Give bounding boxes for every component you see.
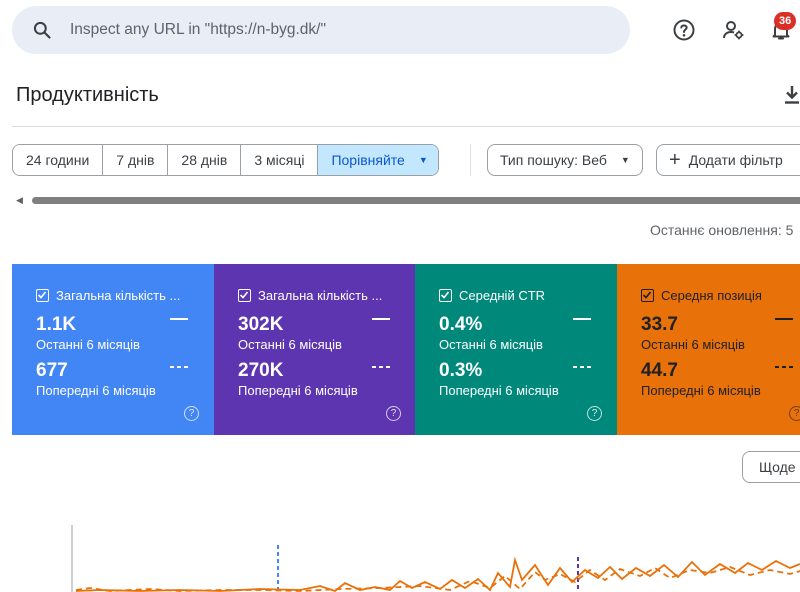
metric-current-value: 33.7 [641,314,678,335]
performance-chart [71,525,800,592]
add-filter-button[interactable]: + Додати фільтр [656,144,800,176]
metric-card-clicks[interactable]: Загальна кількість ... 1.1K Останні 6 мі… [12,264,214,435]
date-range-24h[interactable]: 24 години [13,145,104,175]
manage-users-icon[interactable] [720,17,746,43]
search-icon[interactable] [32,20,52,40]
metric-current-value: 0.4% [439,314,483,335]
help-icon[interactable]: ? [386,406,401,421]
horizontal-scrollbar[interactable]: ◀ [12,193,800,207]
download-icon[interactable] [782,84,800,106]
position-current-series [75,556,800,592]
metric-card-ctr[interactable]: Середній CTR 0.4% Останні 6 місяців 0.3%… [415,264,617,435]
last-updated-text: Останнє оновлення: 5 [650,222,794,238]
metric-current-period: Останні 6 місяців [238,337,342,352]
current-period-line-icon [170,318,188,320]
search-type-filter[interactable]: Тип пошуку: Веб ▼ [487,144,643,176]
metric-previous-period: Попередні 6 місяців [439,383,559,398]
current-period-line-icon [573,318,591,320]
help-icon[interactable] [671,17,697,43]
date-range-3m[interactable]: 3 місяці [241,145,319,175]
page-title: Продуктивність [16,84,159,106]
compare-button[interactable]: Порівняйте ▼ [318,145,438,175]
scroll-left-arrow-icon[interactable]: ◀ [16,195,23,205]
plus-icon: + [669,149,681,171]
metric-current-value: 302K [238,314,284,335]
date-range-28d[interactable]: 28 днів [168,145,242,175]
current-period-line-icon [775,318,793,320]
dropdown-caret-icon: ▼ [418,155,428,165]
checkbox-icon[interactable] [36,289,49,302]
search-input[interactable]: Inspect any URL in "https://n-byg.dk/" [70,21,326,38]
metric-current-period: Останні 6 місяців [439,337,543,352]
date-range-selector: 24 години 7 днів 28 днів 3 місяці Порівн… [12,144,439,176]
granularity-selector[interactable]: Щоде [742,451,800,483]
metric-label: Середній CTR [459,288,546,303]
metric-previous-value: 0.3% [439,360,483,381]
granularity-label: Щоде [759,459,796,475]
url-inspect-search-bar[interactable]: Inspect any URL in "https://n-byg.dk/" [12,6,630,54]
metric-current-period: Останні 6 місяців [36,337,140,352]
date-range-7d[interactable]: 7 днів [103,145,169,175]
compare-label: Порівняйте [331,152,405,168]
header-divider [12,126,800,127]
dropdown-caret-icon: ▼ [620,155,630,165]
metric-previous-value: 270K [238,360,284,381]
metric-current-value: 1.1K [36,314,77,335]
metric-card-position[interactable]: Середня позиція 33.7 Останні 6 місяців 4… [617,264,800,435]
help-icon[interactable]: ? [587,406,602,421]
metric-previous-period: Попередні 6 місяців [641,383,761,398]
position-previous-series [75,566,800,592]
metric-previous-value: 44.7 [641,360,678,381]
previous-period-line-icon [372,366,390,368]
metric-current-period: Останні 6 місяців [641,337,745,352]
previous-period-line-icon [573,366,591,368]
checkbox-icon[interactable] [439,289,452,302]
metric-card-impressions[interactable]: Загальна кількість ... 302K Останні 6 мі… [214,264,416,435]
metric-previous-value: 677 [36,360,68,381]
notifications-badge: 36 [774,12,797,30]
metric-previous-period: Попередні 6 місяців [36,383,156,398]
checkbox-icon[interactable] [238,289,251,302]
scrollbar-thumb[interactable] [32,197,800,204]
help-icon[interactable]: ? [184,406,199,421]
add-filter-label: Додати фільтр [688,152,783,168]
metric-label: Загальна кількість ... [56,288,181,303]
filter-separator [470,144,471,176]
metric-label: Середня позиція [661,288,762,303]
previous-period-line-icon [170,366,188,368]
current-period-line-icon [372,318,390,320]
previous-period-line-icon [775,366,793,368]
checkbox-icon[interactable] [641,289,654,302]
search-type-label: Тип пошуку: Веб [500,152,607,168]
metric-label: Загальна кількість ... [258,288,383,303]
metric-previous-period: Попередні 6 місяців [238,383,358,398]
help-icon[interactable]: ? [789,406,800,421]
